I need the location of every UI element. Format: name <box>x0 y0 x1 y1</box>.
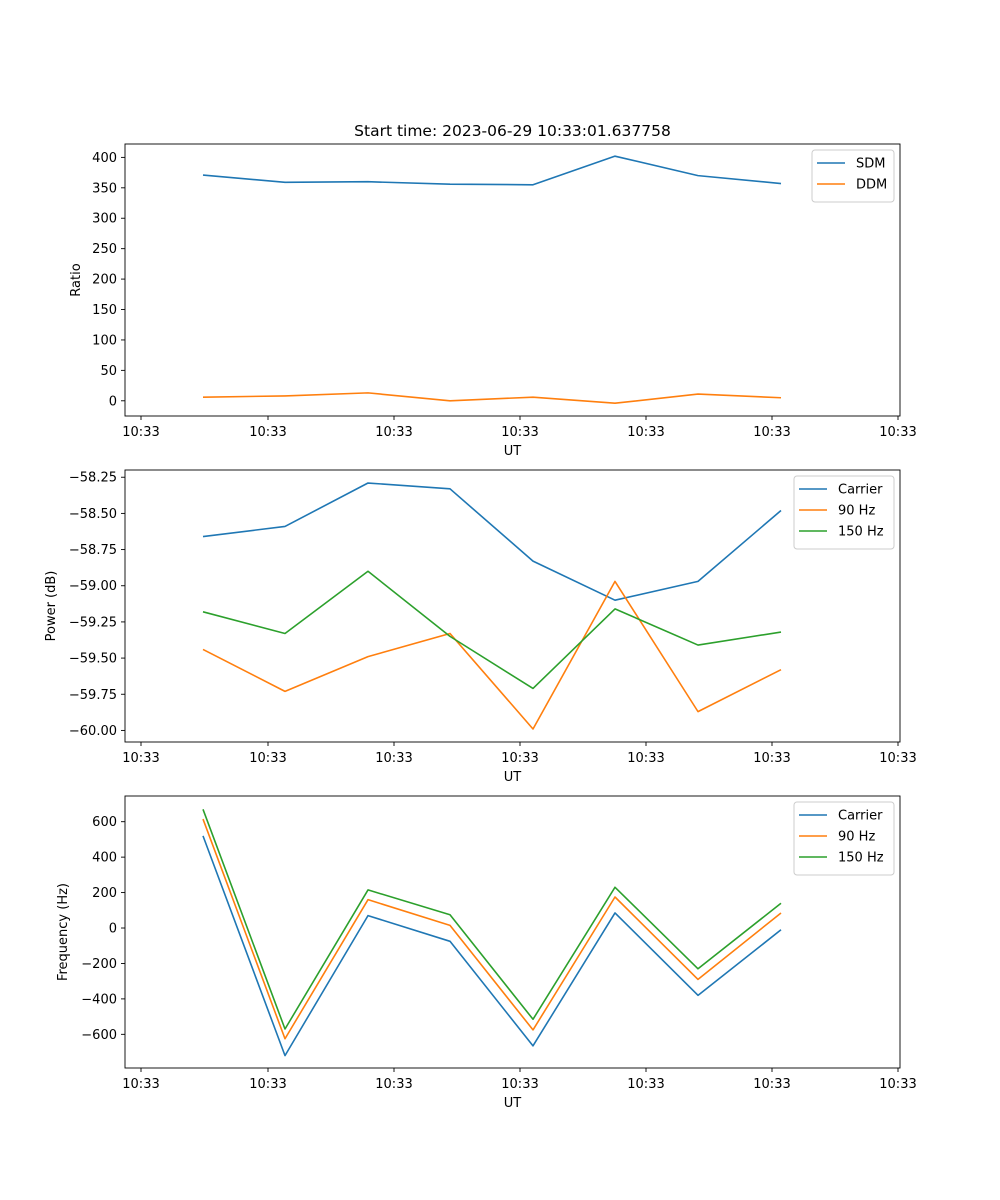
x-tick-label: 10:33 <box>627 751 664 766</box>
y-tick-label: 200 <box>92 886 117 901</box>
x-tick-label: 10:33 <box>122 751 159 766</box>
legend-entry: 150 Hz <box>838 851 884 866</box>
y-tick-label: 600 <box>92 815 117 830</box>
x-tick-label: 10:33 <box>879 1077 916 1092</box>
y-tick-label: 400 <box>92 151 117 166</box>
legend-entry: Carrier <box>838 809 883 824</box>
legend: SDM DDM <box>811 149 895 203</box>
axes-frame <box>124 795 901 1069</box>
chart-panel-3: 10:33 10:33 10:33 10:33 10:33 10:33 10:33 −600 −… <box>56 795 917 1111</box>
series-line-150-hz <box>202 570 782 690</box>
chart-panel-1: 10:33 10:33 10:33 10:33 10:33 10:33 10:33 0 50 10… <box>69 122 917 459</box>
x-tick-label: 10:33 <box>879 425 916 440</box>
y-tick-label: 150 <box>92 303 117 318</box>
x-tick-label: 10:33 <box>375 751 412 766</box>
x-tick-label: 10:33 <box>879 751 916 766</box>
axes-frame <box>124 143 901 417</box>
y-tick-label: 0 <box>109 394 117 409</box>
y-tick-label: −200 <box>81 957 117 972</box>
x-tick-label: 10:33 <box>375 1077 412 1092</box>
x-tick-label: 10:33 <box>753 751 790 766</box>
x-tick-label: 10:33 <box>501 1077 538 1092</box>
x-tick-label: 10:33 <box>627 1077 664 1092</box>
y-tick-label: −59.50 <box>69 652 117 667</box>
x-tick-label: 10:33 <box>122 1077 159 1092</box>
series-line-carrier <box>202 835 782 1057</box>
x-tick-label: 10:33 <box>753 1077 790 1092</box>
x-tick-label: 10:33 <box>249 425 286 440</box>
series-line-90-hz <box>202 580 782 730</box>
chart-title: Start time: 2023-06-29 10:33:01.637758 <box>354 122 671 140</box>
y-tick-label: 200 <box>92 273 117 288</box>
legend-entry: 90 Hz <box>838 830 875 845</box>
y-tick-label: −58.50 <box>69 507 117 522</box>
axes-frame <box>124 469 901 743</box>
x-axis-label: UT <box>504 770 522 785</box>
x-tick-label: 10:33 <box>753 425 790 440</box>
legend: Carrier 90 Hz 150 Hz <box>793 801 895 876</box>
legend-entry: Carrier <box>838 483 883 498</box>
legend-entry: 90 Hz <box>838 504 875 519</box>
legend-entry: SDM <box>856 157 885 172</box>
y-tick-label: 100 <box>92 333 117 348</box>
chart-panel-2: 10:33 10:33 10:33 10:33 10:33 10:33 10:33 −60.0… <box>44 469 917 785</box>
x-tick-label: 10:33 <box>122 425 159 440</box>
x-tick-label: 10:33 <box>249 1077 286 1092</box>
y-axis-label: Ratio <box>69 263 84 296</box>
y-tick-label: 350 <box>92 181 117 196</box>
x-tick-label: 10:33 <box>249 751 286 766</box>
y-axis-label: Power (dB) <box>44 571 59 642</box>
y-tick-label: −600 <box>81 1028 117 1043</box>
series-line-150-hz <box>202 809 782 1030</box>
x-tick-label: 10:33 <box>375 425 412 440</box>
x-axis-label: UT <box>504 444 522 459</box>
series-line-90-hz <box>202 818 782 1040</box>
series-line-sdm <box>202 155 782 186</box>
y-tick-label: −60.00 <box>69 724 117 739</box>
series-line-ddm <box>202 392 782 405</box>
y-tick-label: −58.75 <box>69 543 117 558</box>
y-tick-label: −400 <box>81 992 117 1007</box>
y-axis-label: Frequency (Hz) <box>56 883 71 981</box>
series-line-carrier <box>202 482 782 602</box>
y-tick-label: 300 <box>92 212 117 227</box>
x-tick-label: 10:33 <box>501 751 538 766</box>
y-tick-label: 50 <box>100 364 117 379</box>
x-axis-label: UT <box>504 1096 522 1111</box>
y-tick-label: 250 <box>92 242 117 257</box>
legend-entry: 150 Hz <box>838 525 884 540</box>
x-tick-label: 10:33 <box>627 425 664 440</box>
y-tick-label: −59.75 <box>69 688 117 703</box>
y-tick-label: −58.25 <box>69 471 117 486</box>
y-tick-label: 400 <box>92 851 117 866</box>
y-tick-label: 0 <box>109 922 117 937</box>
y-tick-label: −59.00 <box>69 579 117 594</box>
legend-entry: DDM <box>856 178 887 193</box>
y-tick-label: −59.25 <box>69 615 117 630</box>
legend: Carrier 90 Hz 150 Hz <box>793 475 895 550</box>
x-tick-label: 10:33 <box>501 425 538 440</box>
